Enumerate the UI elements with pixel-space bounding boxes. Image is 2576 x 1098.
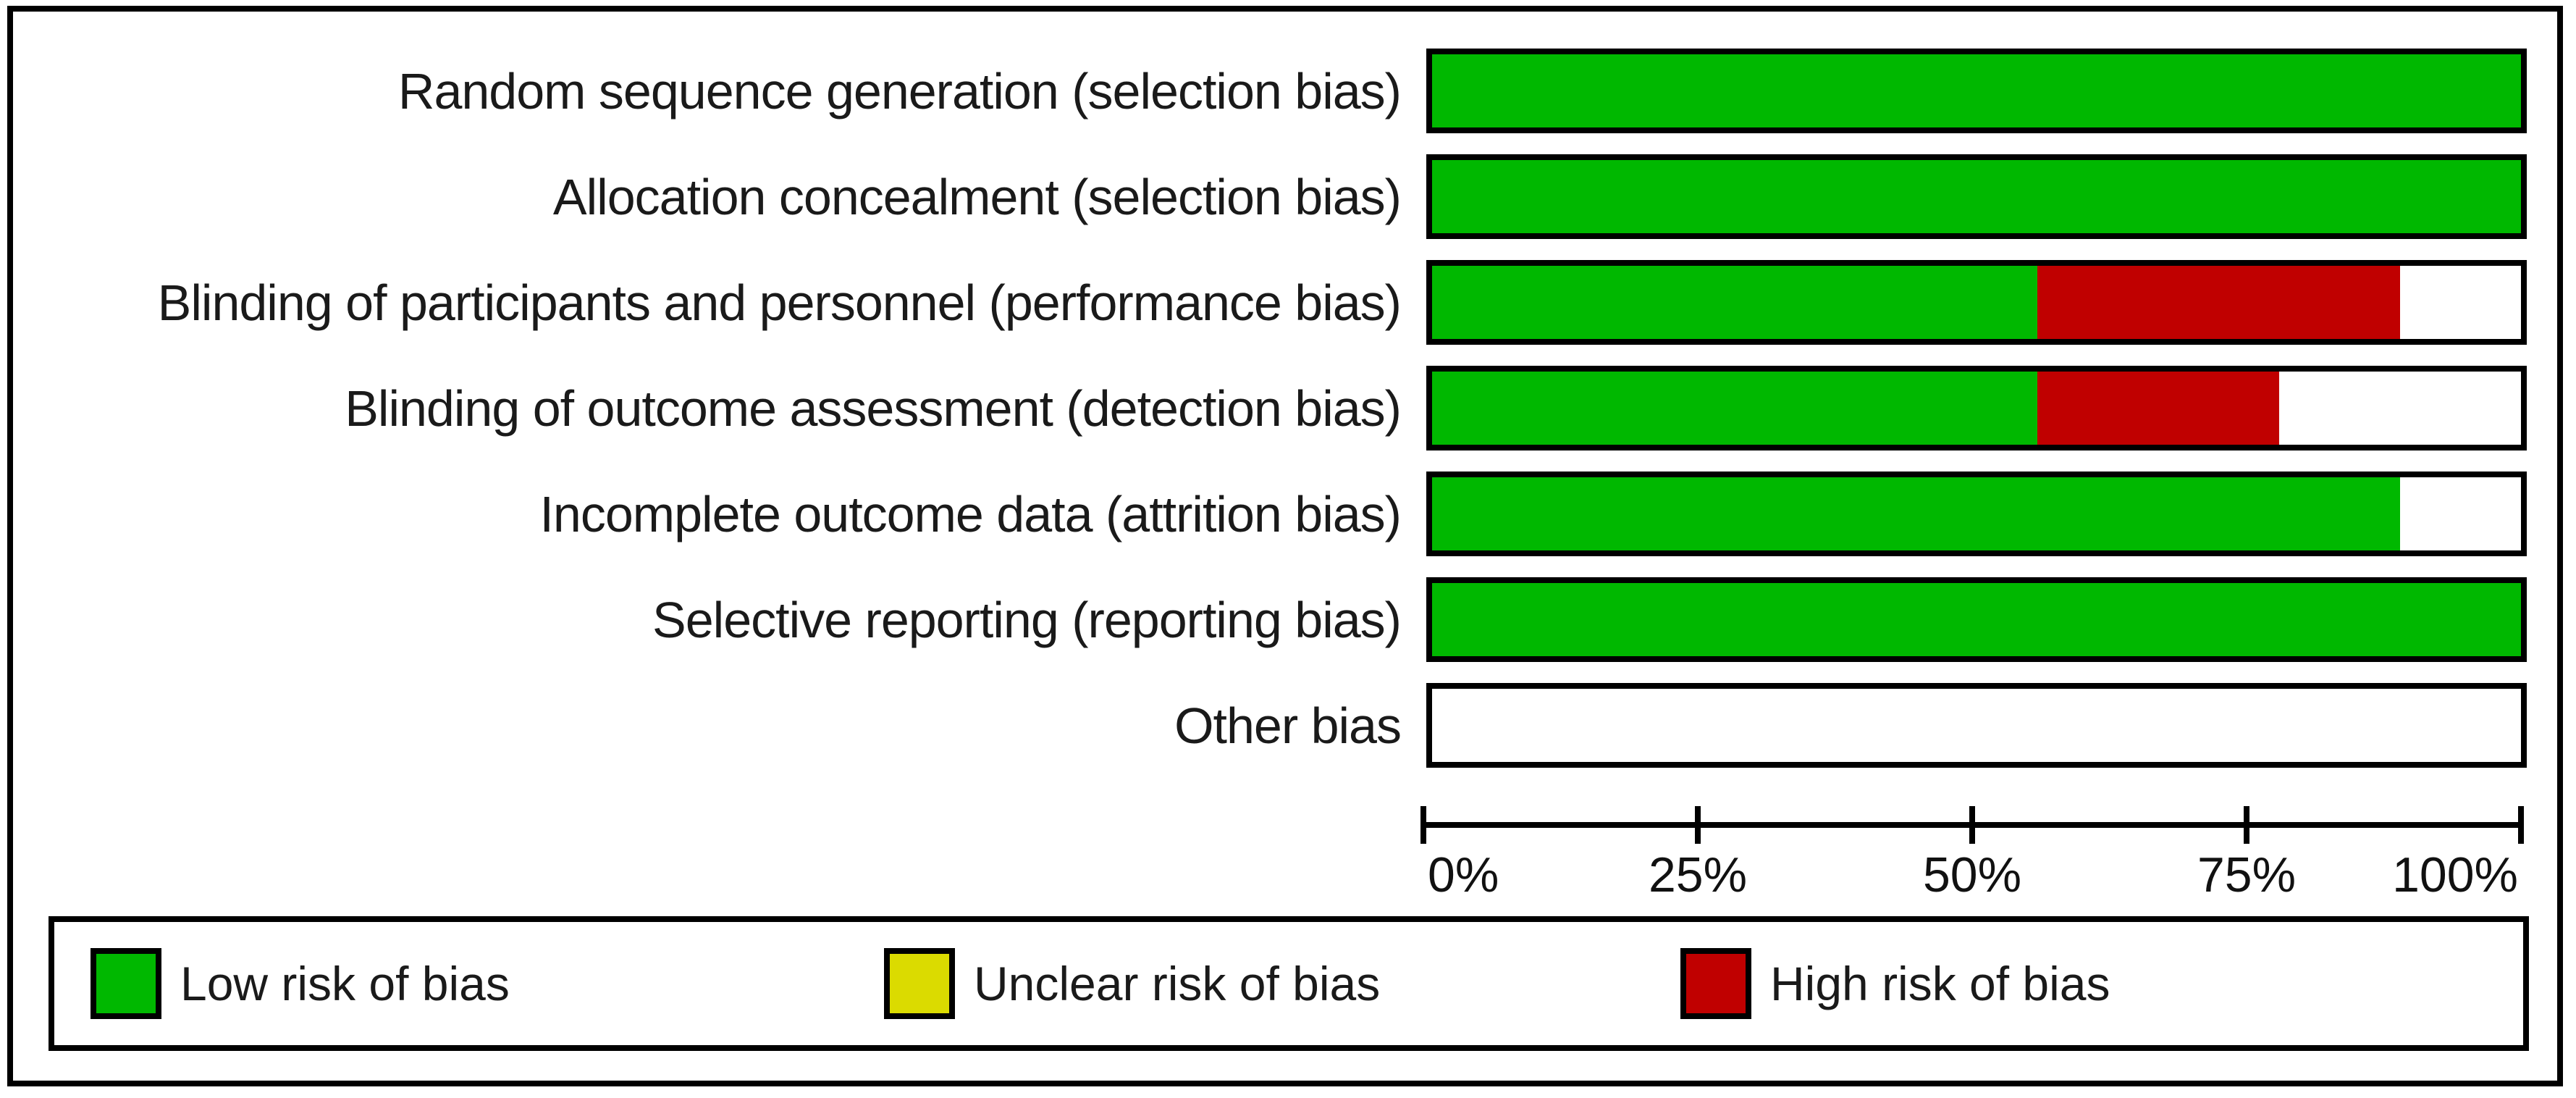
bias-row-label: Allocation concealment (selection bias) <box>552 168 1402 225</box>
legend-swatch-high-risk <box>1680 948 1751 1019</box>
axis-tick-label: 50% <box>1922 847 2022 902</box>
bar-segment-low <box>1432 54 2521 127</box>
bar-segment-high <box>2037 372 2280 445</box>
axis-tick-label: 100% <box>2392 847 2518 902</box>
legend-item: Unclear risk of bias <box>884 948 1380 1019</box>
axis-tick-label: 0% <box>1428 847 1499 902</box>
bias-row-label: Selective reporting (reporting bias) <box>652 591 1402 648</box>
bias-row: Random sequence generation (selection bi… <box>0 49 2576 133</box>
legend-item: Low risk of bias <box>91 948 510 1019</box>
bias-row-label: Incomplete outcome data (attrition bias) <box>539 485 1402 542</box>
bar-segment-blank <box>2400 477 2521 550</box>
outer-frame <box>7 6 2563 1086</box>
axis-tick <box>1420 806 1426 844</box>
bar-segment-low <box>1432 266 2038 339</box>
legend-item-label: Low risk of bias <box>180 957 510 1010</box>
bar-segment-low <box>1432 372 2038 445</box>
bias-row: Selective reporting (reporting bias) <box>0 577 2576 662</box>
bias-row: Blinding of outcome assessment (detectio… <box>0 366 2576 450</box>
bias-bar <box>1426 683 2527 768</box>
legend-item-label: High risk of bias <box>1770 957 2110 1010</box>
bias-bar <box>1426 472 2527 556</box>
legend-item-label: Unclear risk of bias <box>974 957 1381 1010</box>
bar-segment-blank <box>2279 372 2521 445</box>
bar-segment-low <box>1432 583 2521 656</box>
axis-tick-label: 75% <box>2197 847 2297 902</box>
bias-bar <box>1426 49 2527 133</box>
bias-row-label: Blinding of participants and personnel (… <box>157 274 1402 331</box>
bar-segment-high <box>2037 266 2401 339</box>
x-axis: 0% 25% 50% 75% 100% <box>1420 806 2524 908</box>
axis-tick <box>1969 806 1975 844</box>
bias-bar <box>1426 154 2527 239</box>
bias-row-label: Random sequence generation (selection bi… <box>397 62 1402 120</box>
bar-segment-low <box>1432 160 2521 233</box>
bias-row: Allocation concealment (selection bias) <box>0 154 2576 239</box>
bias-row-label: Blinding of outcome assessment (detectio… <box>345 380 1402 437</box>
bias-row: Blinding of participants and personnel (… <box>0 260 2576 345</box>
legend-item: High risk of bias <box>1680 948 2110 1019</box>
bar-segment-low <box>1432 477 2401 550</box>
bias-bar <box>1426 366 2527 450</box>
axis-tick <box>1695 806 1701 844</box>
legend-swatch-unclear-risk <box>884 948 955 1019</box>
axis-tick <box>2518 806 2524 844</box>
bias-row: Incomplete outcome data (attrition bias) <box>0 472 2576 556</box>
legend: Low risk of bias Unclear risk of bias High… <box>49 916 2529 1051</box>
bias-row: Other bias <box>0 683 2576 768</box>
bias-row-label: Other bias <box>1174 697 1402 754</box>
axis-tick <box>2244 806 2249 844</box>
axis-tick-label: 25% <box>1648 847 1748 902</box>
legend-swatch-low-risk <box>91 948 161 1019</box>
bias-bar <box>1426 577 2527 662</box>
bias-bar <box>1426 260 2527 345</box>
bar-segment-blank <box>1432 689 2521 762</box>
bar-segment-blank <box>2400 266 2521 339</box>
